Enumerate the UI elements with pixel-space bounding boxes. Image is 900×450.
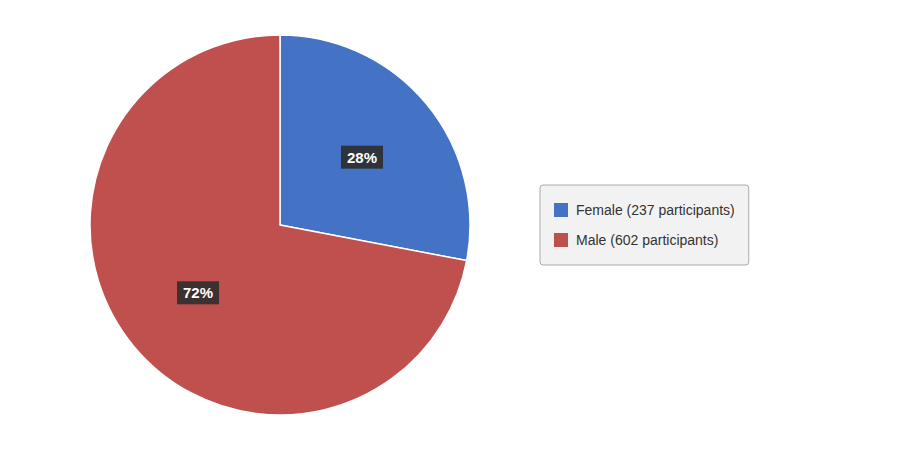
- chart-container: 28% 72% Female (237 participants) Male (602…: [0, 0, 900, 450]
- data-labels: 28% 72%: [177, 146, 383, 305]
- chart: 28% 72% Female (237 participants) Male (602…: [0, 0, 900, 450]
- pie-slice: [280, 35, 470, 261]
- pie-slice: [90, 35, 467, 415]
- legend-frame: [540, 185, 749, 265]
- data-label: 28%: [347, 149, 377, 166]
- legend: Female (237 participants) Male (602 parti…: [540, 185, 749, 265]
- legend-swatch: [554, 203, 568, 217]
- data-label-box: [177, 281, 219, 304]
- data-label: 72%: [183, 284, 213, 301]
- legend-label: Female (237 participants): [576, 202, 735, 218]
- legend-swatch: [554, 233, 568, 247]
- data-label-box: [341, 146, 383, 169]
- pie: [90, 35, 470, 415]
- legend-label: Male (602 participants): [576, 232, 718, 248]
